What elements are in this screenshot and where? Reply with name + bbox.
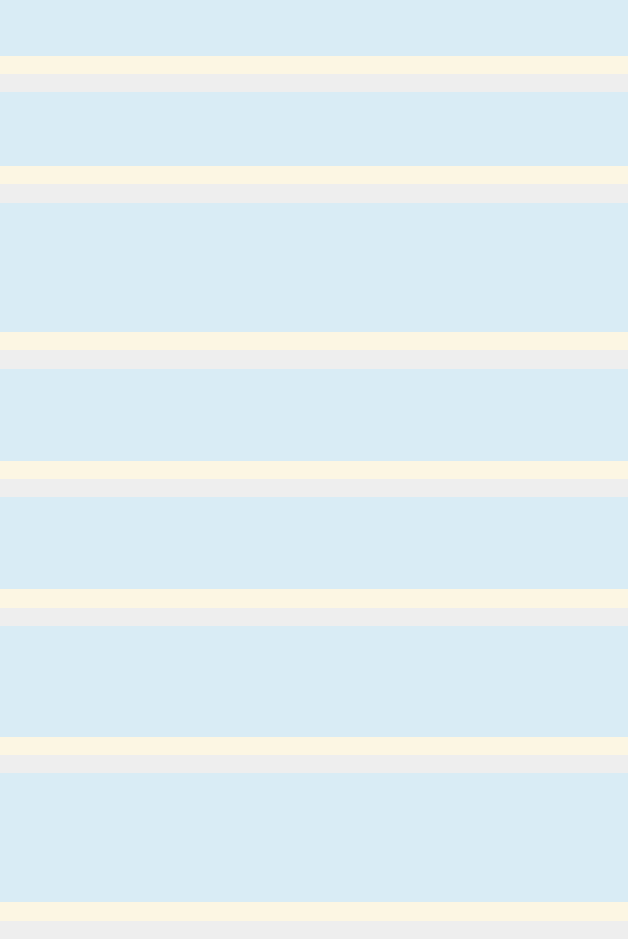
highlight-bar: [0, 461, 628, 479]
content-block: [0, 203, 628, 332]
separator-bar: [0, 921, 628, 939]
highlight-bar: [0, 589, 628, 608]
highlight-bar: [0, 902, 628, 921]
content-block: [0, 497, 628, 589]
content-block: [0, 92, 628, 166]
content-block: [0, 369, 628, 461]
separator-bar: [0, 479, 628, 497]
content-block: [0, 626, 628, 737]
separator-bar: [0, 608, 628, 626]
separator-bar: [0, 755, 628, 773]
separator-bar: [0, 74, 628, 92]
highlight-bar: [0, 737, 628, 755]
content-block: [0, 773, 628, 902]
content-block: [0, 0, 628, 56]
highlight-bar: [0, 56, 628, 74]
highlight-bar: [0, 332, 628, 350]
highlight-bar: [0, 166, 628, 184]
separator-bar: [0, 184, 628, 203]
separator-bar: [0, 350, 628, 369]
